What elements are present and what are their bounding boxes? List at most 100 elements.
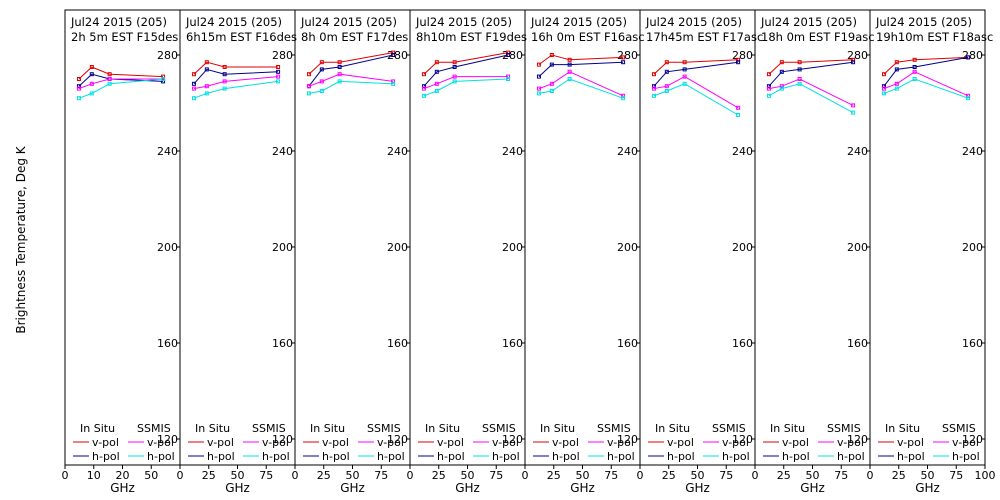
legend-label-ssmis-h: h-pol xyxy=(607,450,635,463)
x-tick-label: 50 xyxy=(144,469,158,482)
panel-4: Jul24 2015 (205)8h10m EST F19des 120 160 20… xyxy=(407,9,527,495)
series-line-ssmis-v xyxy=(193,76,279,90)
data-point-ssmis-v xyxy=(452,74,457,79)
data-point-insitu-v xyxy=(881,72,886,77)
y-tick-label: 120 xyxy=(272,433,293,446)
data-point-ssmis-h xyxy=(966,96,971,101)
data-point-insitu-h xyxy=(337,65,342,69)
data-point-ssmis-h xyxy=(766,93,771,98)
legend-label-insitu-h: h-pol xyxy=(207,450,235,463)
series-line-insitu-v xyxy=(883,56,969,75)
series-line-ssmis-h xyxy=(653,83,739,116)
x-tick-label: 75 xyxy=(834,469,848,482)
legend-label-insitu-h: h-pol xyxy=(782,450,810,463)
data-point-insitu-v xyxy=(682,60,687,65)
y-tick-label: 200 xyxy=(847,241,868,254)
series-line-insitu-h xyxy=(193,68,279,85)
x-axis-label: GHz xyxy=(455,481,480,495)
data-point-ssmis-v xyxy=(337,72,342,77)
y-tick-label: 160 xyxy=(272,337,293,350)
data-point-insitu-h xyxy=(736,60,741,65)
y-tick-label: 160 xyxy=(732,337,753,350)
legend-label-insitu-h: h-pol xyxy=(92,450,120,463)
data-point-ssmis-v xyxy=(651,86,656,91)
series-line-ssmis-h xyxy=(423,78,509,97)
panel-frame xyxy=(294,9,411,466)
data-point-insitu-v xyxy=(89,65,94,69)
y-tick-label: 120 xyxy=(617,433,638,446)
data-point-insitu-v xyxy=(421,72,426,77)
data-point-insitu-v xyxy=(651,72,656,77)
legend-insitu-title: In Situ xyxy=(195,422,230,435)
legend-label-insitu-v: v-pol xyxy=(92,436,119,449)
data-point-ssmis-v xyxy=(222,79,227,84)
data-point-ssmis-v xyxy=(421,86,426,91)
x-tick-label: 50 xyxy=(461,469,475,482)
data-point-insitu-h xyxy=(851,60,856,65)
panel-frame xyxy=(869,9,986,466)
data-point-insitu-v xyxy=(76,77,81,81)
data-point-ssmis-h xyxy=(89,91,94,96)
x-axis-label: GHz xyxy=(110,481,135,495)
data-point-insitu-v xyxy=(107,72,112,77)
y-tick-label: 240 xyxy=(732,145,753,158)
y-tick-label: 160 xyxy=(502,337,523,350)
data-point-insitu-v xyxy=(664,60,669,65)
panel-2: Jul24 2015 (205)6h15m EST F16des 120 160 20… xyxy=(177,9,297,495)
data-point-insitu-h xyxy=(506,53,511,57)
data-point-ssmis-h xyxy=(881,91,886,96)
series-line-insitu-v xyxy=(308,52,394,75)
legend-ssmis-title: SSMIS xyxy=(827,422,861,435)
data-point-ssmis-v xyxy=(966,93,971,98)
x-tick-label: 75 xyxy=(259,469,273,482)
series-line-insitu-h xyxy=(78,73,164,87)
data-point-ssmis-v xyxy=(89,81,94,86)
data-point-ssmis-h xyxy=(664,89,669,93)
data-point-ssmis-v xyxy=(894,81,899,86)
y-tick-label: 200 xyxy=(617,241,638,254)
series-line-ssmis-h xyxy=(538,78,624,99)
y-tick-label: 240 xyxy=(502,145,523,158)
y-tick-label: 200 xyxy=(732,241,753,254)
y-tick-label: 240 xyxy=(617,145,638,158)
data-point-ssmis-v xyxy=(306,84,311,89)
data-point-insitu-v xyxy=(567,57,572,62)
legend-insitu-title: In Situ xyxy=(80,422,115,435)
data-point-insitu-v xyxy=(851,57,856,62)
x-tick-label: 50 xyxy=(921,469,935,482)
data-point-ssmis-v xyxy=(506,74,511,79)
y-tick-label: 120 xyxy=(387,433,408,446)
series-line-ssmis-h xyxy=(883,78,969,99)
series-line-ssmis-v xyxy=(883,71,969,97)
legend-ssmis-title: SSMIS xyxy=(367,422,401,435)
data-point-insitu-v xyxy=(536,62,541,67)
data-point-ssmis-h xyxy=(894,86,899,91)
data-point-ssmis-h xyxy=(337,79,342,84)
y-tick-label: 280 xyxy=(617,49,638,62)
panel-title-date: Jul24 2015 (205) xyxy=(760,15,857,29)
x-tick-label: 100 xyxy=(975,469,996,482)
panel-frame xyxy=(754,9,871,466)
x-tick-label: 75 xyxy=(949,469,963,482)
x-axis-label: GHz xyxy=(225,481,250,495)
series-line-ssmis-v xyxy=(653,76,739,109)
series-line-ssmis-v xyxy=(768,78,854,106)
y-tick-label: 240 xyxy=(962,145,983,158)
legend-insitu-title: In Situ xyxy=(655,422,690,435)
panel-6: Jul24 2015 (205)17h45m EST F17asc 120 160 2… xyxy=(637,9,763,495)
legend-label-insitu-h: h-pol xyxy=(322,450,350,463)
legend-label-ssmis-v: v-pol xyxy=(607,436,634,449)
legend-label-insitu-h: h-pol xyxy=(552,450,580,463)
panel-3: Jul24 2015 (205)8h 0m EST F17des 120 160 20… xyxy=(292,9,411,495)
legend-ssmis-title: SSMIS xyxy=(252,422,286,435)
y-axis-label: Brightness Temperature, Deg K xyxy=(14,145,28,333)
x-tick-label: 50 xyxy=(691,469,705,482)
x-axis-label: GHz xyxy=(340,481,365,495)
data-point-ssmis-v xyxy=(567,69,572,74)
data-point-ssmis-h xyxy=(306,91,311,96)
data-point-insitu-h xyxy=(161,79,166,84)
data-point-insitu-h xyxy=(881,84,886,89)
legend-insitu-title: In Situ xyxy=(540,422,575,435)
series-line-ssmis-v xyxy=(78,78,164,90)
legend-label-insitu-v: v-pol xyxy=(552,436,579,449)
